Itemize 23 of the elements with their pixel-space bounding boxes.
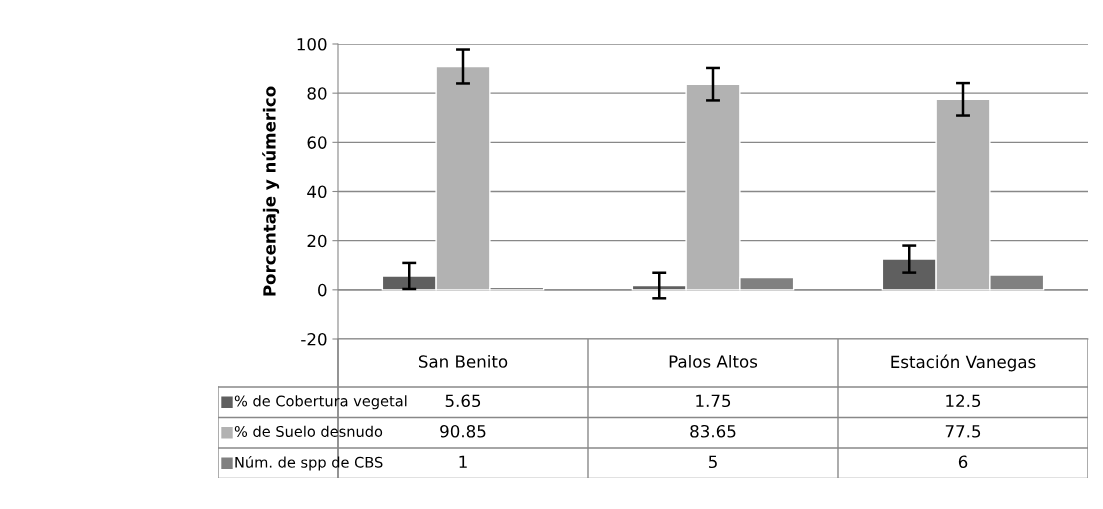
legend-label: % de Cobertura vegetal [234,395,407,410]
y-tick-label: 20 [307,234,327,248]
x-tick-label: San Benito [418,354,508,368]
data-label: 12.5 [946,394,981,408]
y-axis-title: Porcentaje y númerico [262,86,280,296]
y-tick-label: -20 [301,332,327,346]
data-label: 83.65 [690,424,736,438]
y-tick-label: 40 [307,185,327,199]
data-label: 5 [708,455,717,469]
x-tick-label: Palos Altos [669,354,758,368]
data-label: 1.75 [696,394,731,408]
data-label: 77.5 [945,425,981,438]
y-tick-label: 80 [307,87,327,100]
legend-label: Núm. de spp de CBS [235,455,383,471]
x-tick-label: Estación Vanegas [891,354,1036,372]
data-label: 6 [958,455,968,469]
legend-label: % de Suelo desnudo [234,425,383,437]
data-label: 1 [459,455,467,468]
y-tick-label: 100 [297,37,327,51]
y-tick-label: 60 [307,136,327,149]
data-label: 90.85 [440,424,486,438]
data-label: 5.65 [445,394,481,408]
y-tick-label: 0 [318,283,327,297]
